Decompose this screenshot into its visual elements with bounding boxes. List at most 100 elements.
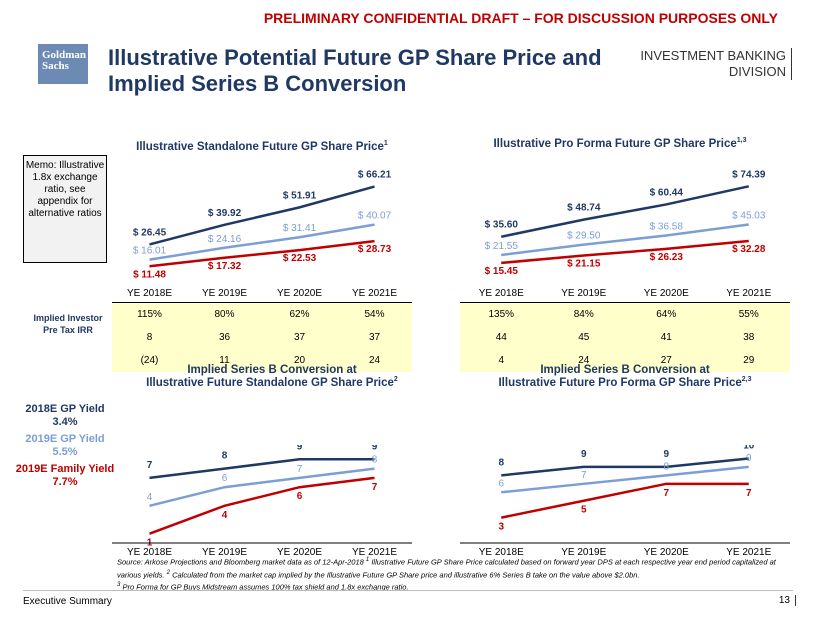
data-label: 7	[581, 470, 587, 481]
series-line-2	[149, 239, 375, 268]
confidential-banner: PRELIMINARY CONFIDENTIAL DRAFT – FOR DIS…	[263, 10, 778, 26]
x-tick-label: YE 2019E	[561, 547, 606, 557]
col-header: YE 2018E	[112, 285, 187, 303]
data-label: $ 16.01	[133, 246, 167, 257]
data-label: 4	[147, 492, 153, 503]
table-cell: 64%	[625, 302, 708, 326]
data-label: 10	[743, 445, 755, 451]
table-cell: 11	[187, 349, 262, 372]
table-row: 115% 80% 62% 54%	[112, 302, 412, 326]
data-label: 9	[746, 453, 752, 464]
page-title: Illustrative Potential Future GP Share P…	[108, 45, 602, 96]
standalone-price-title: Illustrative Standalone Future GP Share …	[136, 140, 388, 153]
series-line-2	[501, 239, 749, 265]
table-cell: 38	[707, 326, 790, 349]
x-tick-label: YE 2018E	[127, 547, 172, 557]
data-label: 7	[663, 488, 669, 499]
standalone-conv-title: Implied Series B Conversion at Illustrat…	[146, 364, 398, 389]
series-line-0	[500, 185, 750, 238]
data-label: $ 28.73	[358, 244, 392, 255]
data-label: 9	[663, 449, 669, 460]
table-cell: 8	[112, 326, 187, 349]
series-line-1	[149, 223, 375, 261]
series-line-1	[501, 223, 749, 257]
page-number: 13	[750, 595, 796, 606]
table-cell: 4	[460, 349, 543, 372]
table-header-row: YE 2018E YE 2019E YE 2020E YE 2021E	[112, 285, 412, 303]
data-label: $ 48.74	[567, 203, 601, 214]
col-header: YE 2021E	[707, 285, 790, 303]
proforma-price-title: Illustrative Pro Forma Future GP Share P…	[493, 137, 747, 150]
col-header: YE 2019E	[187, 285, 262, 303]
table-cell: 41	[625, 326, 708, 349]
table-cell: 36	[187, 326, 262, 349]
x-tick-label: YE 2021E	[352, 547, 397, 557]
table-row: 44 45 41 38	[460, 326, 790, 349]
table-cell: 115%	[112, 302, 187, 326]
data-label: 8	[663, 461, 669, 472]
table-cell: 24	[337, 349, 412, 372]
data-label: $ 15.45	[485, 266, 519, 277]
data-label: 7	[297, 464, 303, 475]
x-tick-label: YE 2018E	[479, 547, 524, 557]
col-header: YE 2019E	[542, 285, 625, 303]
source-note: Source: Arkose Projections and Bloomberg…	[117, 557, 776, 592]
series-line-2	[149, 476, 375, 535]
col-header: YE 2021E	[337, 285, 412, 303]
data-label: 6	[297, 491, 303, 502]
data-label: 8	[372, 455, 378, 466]
yield-2018e-gp: 2018E GP Yield 3.4%	[25, 403, 105, 428]
x-tick-label: YE 2019E	[202, 547, 247, 557]
table-cell: 27	[625, 349, 708, 372]
data-label: 6	[222, 473, 228, 484]
table-row: 135% 84% 64% 55%	[460, 302, 790, 326]
data-label: $ 26.23	[650, 252, 684, 263]
goldman-sachs-logo: Goldman Sachs	[38, 44, 88, 84]
yield-2019e-family: 2019E Family Yield 7.7%	[15, 463, 115, 488]
data-label: $ 22.53	[283, 253, 317, 264]
footer-divider	[23, 590, 793, 591]
series-line-0	[501, 457, 749, 477]
table-cell: 24	[542, 349, 625, 372]
x-tick-label: YE 2021E	[726, 547, 771, 557]
data-label: 5	[581, 505, 587, 516]
data-label: $ 74.39	[732, 169, 766, 180]
memo-box: Memo: Illustrative 1.8x exchange ratio, …	[23, 155, 107, 263]
table-cell: 45	[542, 326, 625, 349]
table-cell: 62%	[262, 302, 337, 326]
x-tick-label: YE 2020E	[277, 547, 322, 557]
data-label: $ 36.58	[650, 221, 684, 232]
data-label: 6	[498, 478, 504, 489]
series-line-2	[500, 482, 749, 519]
data-label: $ 32.28	[732, 244, 766, 255]
table-cell: 44	[460, 326, 543, 349]
data-label: $ 29.50	[567, 231, 601, 242]
data-label: $ 35.60	[485, 220, 519, 231]
data-label: $ 51.91	[283, 190, 317, 201]
col-header: YE 2018E	[460, 285, 543, 303]
table-cell: 37	[337, 326, 412, 349]
table-cell: 55%	[707, 302, 790, 326]
table-cell: 84%	[542, 302, 625, 326]
data-label: $ 26.45	[133, 227, 167, 238]
col-header: YE 2020E	[262, 285, 337, 303]
data-label: 9	[372, 445, 378, 452]
yield-2019e-gp: 2019E GP Yield 5.5%	[25, 433, 105, 458]
data-label: 8	[222, 451, 228, 462]
data-label: 7	[372, 482, 378, 493]
data-label: $ 21.15	[567, 259, 601, 270]
data-label: $ 17.32	[208, 261, 242, 272]
table-row: (24) 11 20 24	[112, 349, 412, 372]
data-label: $ 60.44	[650, 187, 684, 198]
data-label: $ 21.55	[485, 241, 519, 252]
data-label: 7	[746, 488, 752, 499]
division-label: INVESTMENT BANKING DIVISION	[640, 48, 792, 80]
data-label: $ 66.21	[358, 170, 392, 181]
proforma-irr-table: YE 2018E YE 2019E YE 2020E YE 2021E 135%…	[460, 285, 790, 372]
proforma-price-chart: $ 35.60 $ 48.74 $ 60.44 $ 74.39 $ 21.55 $ 29.…	[485, 169, 766, 277]
data-label: $ 45.03	[732, 210, 766, 221]
table-row: 4 24 27 29	[460, 349, 790, 372]
standalone-price-chart: $ 26.45 $ 39.92 $ 51.91 $ 66.21 $ 16.01 $ 24.…	[133, 170, 392, 281]
